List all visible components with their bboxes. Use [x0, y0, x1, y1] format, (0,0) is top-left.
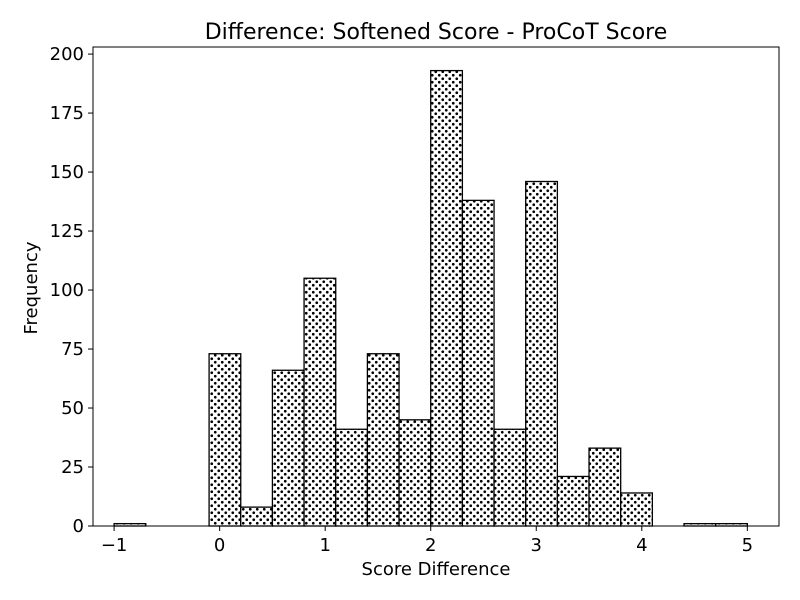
- histogram-bar: [588, 447, 622, 527]
- histogram-bar: [620, 492, 654, 527]
- histogram-bar: [208, 353, 242, 527]
- histogram-bar: [398, 419, 432, 527]
- y-tick-label: 0: [73, 516, 84, 537]
- histogram-bar: [525, 180, 559, 527]
- plot-frame: [92, 46, 780, 527]
- histogram-bar: [271, 369, 305, 527]
- chart-title: Difference: Softened Score - ProCoT Scor…: [205, 20, 668, 45]
- x-tick-label: 2: [425, 535, 436, 556]
- histogram-bar: [366, 353, 400, 527]
- histogram-bar: [461, 199, 495, 527]
- histogram-bar: [430, 69, 464, 527]
- histogram-bar: [556, 475, 590, 527]
- y-tick-label: 175: [50, 103, 84, 124]
- x-tick-label: 3: [531, 535, 542, 556]
- y-tick-label: 125: [50, 221, 84, 242]
- x-tick-label: 0: [214, 535, 225, 556]
- y-tick-label: 100: [50, 280, 84, 301]
- x-tick-label: −1: [101, 535, 128, 556]
- x-axis-label: Score Difference: [362, 559, 511, 580]
- x-tick-label: 4: [636, 535, 647, 556]
- histogram-bar: [493, 428, 527, 527]
- y-tick-label: 25: [61, 457, 84, 478]
- y-tick-label: 200: [50, 44, 84, 65]
- y-tick-label: 50: [61, 398, 84, 419]
- x-tick-label: 1: [319, 535, 330, 556]
- x-tick-label: 5: [742, 535, 753, 556]
- y-axis-label: Frequency: [21, 241, 42, 334]
- histogram-bar: [240, 506, 274, 527]
- bars-group: [113, 69, 748, 527]
- histogram-bar: [335, 428, 369, 527]
- y-tick-label: 75: [61, 339, 84, 360]
- y-tick-label: 150: [50, 162, 84, 183]
- histogram-bar: [303, 277, 337, 527]
